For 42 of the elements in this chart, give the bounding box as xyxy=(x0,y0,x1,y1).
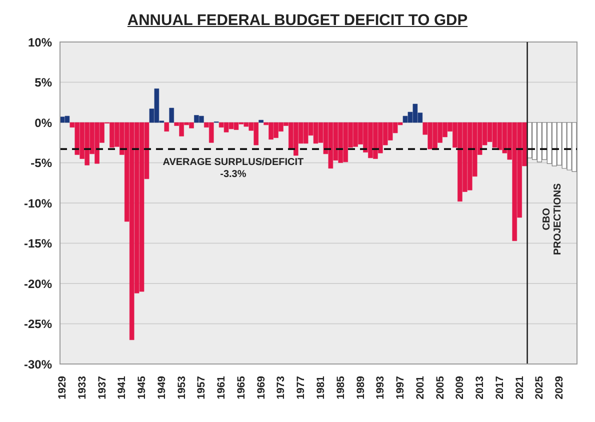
x-tick-label: 1989 xyxy=(354,376,367,400)
y-tick-label: 5% xyxy=(34,76,52,90)
x-tick-label: 2017 xyxy=(494,376,506,400)
x-tick-label: 1957 xyxy=(196,376,208,400)
y-tick-label: -25% xyxy=(24,317,52,332)
x-tick-label: 1945 xyxy=(136,376,148,400)
x-tick-label: 2005 xyxy=(434,376,446,400)
y-tick-label: 10% xyxy=(28,35,52,50)
y-tick-label: -30% xyxy=(24,357,52,372)
x-tick-label: 2013 xyxy=(474,376,486,400)
x-tick-label: 2025 xyxy=(534,376,546,400)
x-tick-label: 2001 xyxy=(414,376,426,400)
y-tick-label: -20% xyxy=(24,276,52,291)
ref-line-label: AVERAGE SURPLUS/DEFICIT -3.3% xyxy=(162,157,304,180)
x-tick-label: 1949 xyxy=(156,376,168,400)
x-tick-label: 1969 xyxy=(255,376,268,400)
x-tick-label: 2009 xyxy=(454,376,466,400)
x-tick-label: 1973 xyxy=(275,376,288,400)
y-tick-label: -10% xyxy=(24,196,52,210)
x-tick-label: 1977 xyxy=(295,376,308,400)
x-tick-label: 2021 xyxy=(514,376,526,400)
x-tick-label: 1941 xyxy=(116,376,128,400)
x-tick-label: 1965 xyxy=(235,376,248,400)
x-tick-label: 1985 xyxy=(334,376,347,400)
bar xyxy=(258,120,264,123)
x-tick-label: 2029 xyxy=(554,376,566,400)
x-tick-label: 1981 xyxy=(314,376,327,400)
chart-title: ANNUAL FEDERAL BUDGET DEFICIT TO GDP xyxy=(126,12,469,30)
x-tick-label: 1993 xyxy=(374,376,387,400)
x-tick-label: 1929 xyxy=(56,376,68,400)
ref-line-label: CBO PROJECTIONS xyxy=(542,182,564,255)
x-tick-label: 1933 xyxy=(76,376,88,400)
x-tick-label: 1953 xyxy=(176,376,188,400)
y-tick-label: -5% xyxy=(30,156,52,170)
x-tick-label: 1937 xyxy=(96,376,108,400)
bar xyxy=(64,116,70,123)
y-tick-label: 0% xyxy=(34,116,52,130)
y-tick-label: -15% xyxy=(24,236,52,251)
x-tick-label: 1961 xyxy=(216,376,228,400)
x-tick-label: 1997 xyxy=(394,376,407,400)
bar xyxy=(164,122,170,132)
bar xyxy=(169,108,174,123)
